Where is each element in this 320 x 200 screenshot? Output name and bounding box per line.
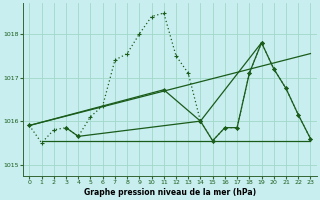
X-axis label: Graphe pression niveau de la mer (hPa): Graphe pression niveau de la mer (hPa) xyxy=(84,188,256,197)
